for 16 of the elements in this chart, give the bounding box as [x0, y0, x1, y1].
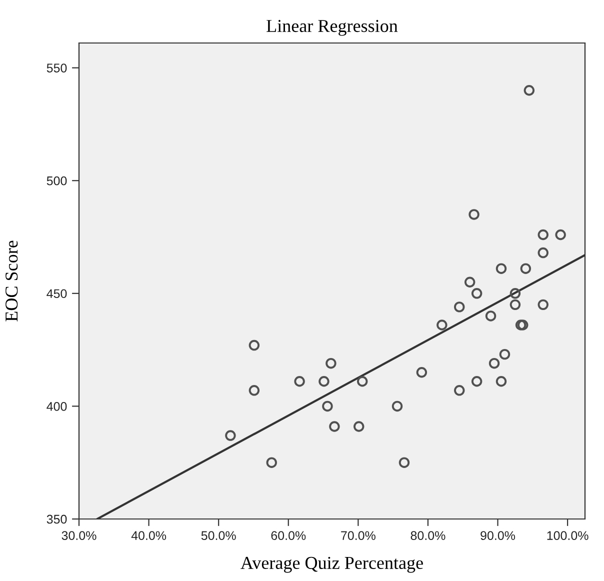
y-axis-title: EOC Score: [6, 240, 18, 322]
x-tick-label: 60.0%: [271, 531, 306, 540]
y-tick-label: 500: [46, 176, 67, 186]
x-tick-label: 70.0%: [341, 531, 376, 540]
x-axis-title: Average Quiz Percentage: [240, 556, 423, 573]
chart-title: Linear Regression: [266, 20, 398, 36]
x-tick-label: 50.0%: [201, 531, 236, 540]
x-tick-label: 90.0%: [480, 531, 516, 540]
y-tick-label: 450: [46, 289, 67, 298]
x-tick-label: 80.0%: [410, 531, 446, 540]
x-tick-label: 30.0%: [62, 531, 96, 540]
x-tick-label: 40.0%: [131, 531, 166, 540]
y-tick-label: 350: [46, 514, 67, 524]
x-tick-label: 100.0%: [547, 531, 588, 540]
y-tick-label: 400: [46, 402, 67, 411]
y-tick-label: 550: [46, 64, 67, 72]
